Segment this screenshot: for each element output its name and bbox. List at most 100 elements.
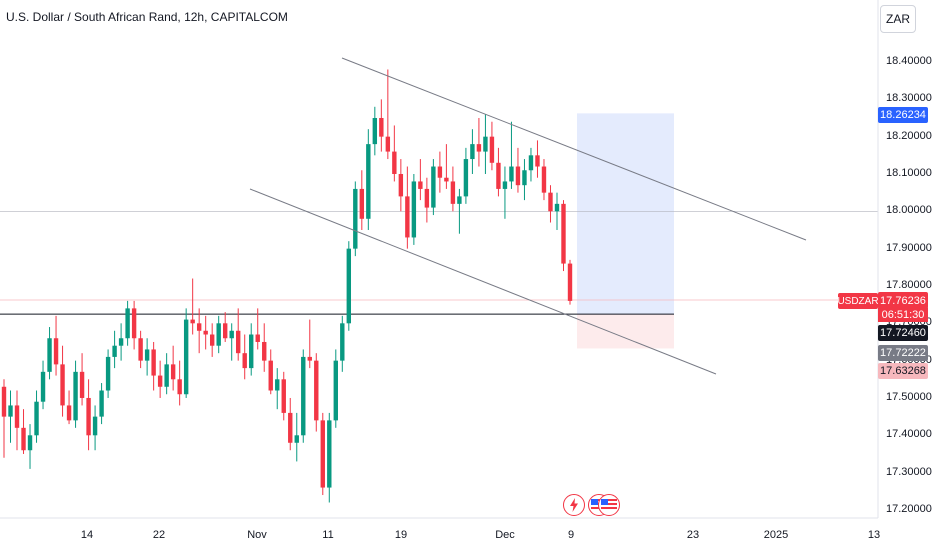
lower-trendline <box>249 188 717 375</box>
candle-body <box>125 308 130 339</box>
candle-body <box>554 203 560 212</box>
candle-body <box>450 181 456 204</box>
candle-body <box>496 162 501 189</box>
date-tick-label: Nov <box>247 529 267 541</box>
target-zone <box>577 113 674 315</box>
candle-body <box>314 360 319 421</box>
price-tick-label: 18.10000 <box>886 166 932 179</box>
candle-body <box>548 192 553 212</box>
candle-body <box>216 323 221 346</box>
candle-body <box>112 345 117 357</box>
price-tick-label: 17.90000 <box>886 241 932 254</box>
candle-body <box>262 341 267 361</box>
date-tick-label: 14 <box>80 529 94 541</box>
candle-body <box>567 263 573 301</box>
candle-body <box>346 248 352 324</box>
candle-body <box>541 166 547 193</box>
candle-body <box>359 188 365 219</box>
target-price-tag: 18.26234 <box>878 107 928 123</box>
candle-body <box>398 173 404 197</box>
candle-body <box>353 188 358 249</box>
price-tick-label: 17.40000 <box>886 428 932 441</box>
last-price-tag: 17.76236 <box>878 292 928 309</box>
candle-body <box>157 375 163 387</box>
candle-body <box>301 356 306 436</box>
candle-body <box>144 349 150 361</box>
candle-body <box>418 181 423 189</box>
date-tick-label: 22 <box>152 529 166 541</box>
candle-body <box>437 166 443 178</box>
candle-body <box>229 330 234 339</box>
candle-body <box>40 371 46 402</box>
candle-body <box>249 334 254 369</box>
price-tick-label: 18.30000 <box>886 92 932 105</box>
candle-body <box>170 364 176 380</box>
price-tick-label: 17.50000 <box>886 390 932 403</box>
candle-body <box>268 360 273 391</box>
candle-body <box>509 166 514 182</box>
candle-body <box>424 188 430 208</box>
candle-body <box>275 379 280 391</box>
candle-body <box>288 412 293 443</box>
candle-body <box>236 330 241 354</box>
candle-body <box>320 420 325 488</box>
candle-body <box>177 379 182 395</box>
candle-body <box>307 356 312 361</box>
candle-body <box>92 416 98 436</box>
candle-body <box>1 386 7 417</box>
candle-body <box>151 349 156 376</box>
candle-body <box>47 338 52 372</box>
candle-body <box>131 308 137 339</box>
price-tick-label: 18.20000 <box>886 129 932 142</box>
candle-body <box>73 371 78 421</box>
stop-price-tag: 17.63268 <box>878 363 928 379</box>
candle-body <box>60 364 65 406</box>
candle-body <box>79 371 85 398</box>
price-tick-label: 17.80000 <box>886 278 932 291</box>
date-tick-label: 23 <box>686 529 700 541</box>
candle-body <box>333 360 338 421</box>
candle-body <box>405 196 410 238</box>
price-tick-label: 17.20000 <box>886 502 932 515</box>
price-tick-label: 17.30000 <box>886 465 932 478</box>
stop-zone <box>577 314 674 349</box>
candle-body <box>196 323 202 331</box>
date-tick-label: 11 <box>322 529 334 541</box>
candle-body <box>138 338 143 361</box>
candle-body <box>86 397 91 436</box>
chart-title[interactable]: U.S. Dollar / South African Rand, 12h, C… <box>6 10 288 24</box>
candle-body <box>190 319 195 324</box>
level-price-tag: 17.72222 <box>878 345 928 361</box>
candle-body <box>379 117 384 137</box>
candle-body <box>431 166 436 208</box>
entry-price-tag: 17.72460 <box>878 325 928 341</box>
candle-body <box>561 203 566 264</box>
us-flag-icon[interactable] <box>598 494 620 516</box>
symbol-badge: USDZAR <box>837 293 879 309</box>
candle-body <box>457 196 462 204</box>
candle-body <box>392 151 397 174</box>
candle-body <box>470 144 475 160</box>
candle-body <box>483 136 488 152</box>
date-tick-label: Dec <box>495 529 515 541</box>
candle-body <box>366 144 371 219</box>
date-tick-label: 2025 <box>763 529 789 541</box>
flash-icon[interactable] <box>563 494 585 516</box>
candle-body <box>34 401 39 436</box>
candle-body <box>502 181 508 189</box>
candle-body <box>14 405 20 428</box>
candle-body <box>99 390 104 417</box>
candle-body <box>340 323 345 361</box>
price-tick-label: 18.40000 <box>886 55 932 67</box>
candle-body <box>528 155 534 171</box>
date-tick-label: 9 <box>567 529 575 541</box>
candle-body <box>222 323 228 339</box>
candle-body <box>105 356 111 391</box>
candle-body <box>489 136 495 163</box>
candle-body <box>164 364 169 387</box>
currency-selector[interactable]: ZAR <box>880 5 916 33</box>
candle-body <box>535 155 540 167</box>
candle-body <box>411 181 417 238</box>
